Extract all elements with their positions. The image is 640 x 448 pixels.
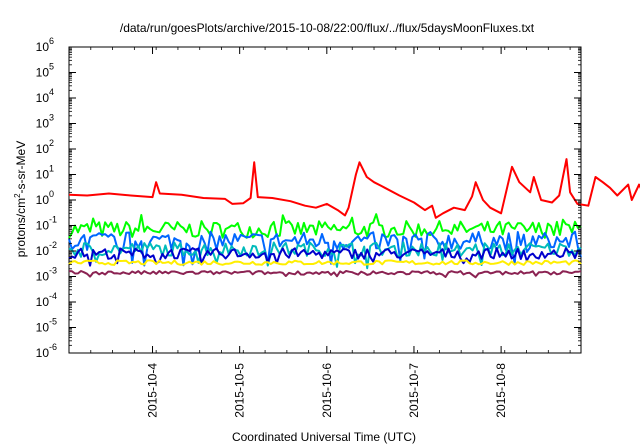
series-line-7 (68, 270, 582, 279)
y-tick-label: 10 (36, 244, 50, 258)
y-tick-exponent: -4 (49, 291, 57, 301)
y-tick-exponent: 2 (49, 138, 54, 148)
y-tick-label: 10 (36, 219, 50, 233)
series-line-6 (68, 259, 582, 266)
x-tick-label: 2015-10-5 (233, 363, 247, 418)
series-group (68, 158, 640, 279)
y-axis-title-sup: 2 (13, 193, 22, 198)
y-tick-label: 10 (36, 91, 50, 105)
y-tick-label: 10 (36, 40, 50, 54)
x-tick-label: 2015-10-8 (494, 363, 508, 418)
y-tick-label: 10 (36, 66, 50, 80)
series-line-4 (68, 241, 582, 270)
y-tick-exponent: 1 (49, 164, 54, 174)
series-line-2 (68, 213, 582, 239)
y-tick-label: 10 (36, 270, 50, 284)
x-tick-labels: 2015-10-4 2015-10-5 2015-10-6 2015-10-7 2015… (146, 363, 509, 418)
y-tick-exponent: 6 (49, 36, 54, 46)
chart-title: /data/run/goesPlots/archive/2015-10-08/2… (120, 21, 535, 35)
y-tick-label: 10 (36, 142, 50, 156)
y-tick-label: 10 (36, 193, 50, 207)
y-tick-label: 10 (36, 346, 50, 360)
y-tick-label: 10 (36, 117, 50, 131)
y-axis-title: protons/cm2-s-sr-MeV (13, 141, 28, 257)
y-tick-exponent: 4 (49, 87, 54, 97)
y-tick-label: 10 (36, 295, 50, 309)
series-line-3 (68, 230, 582, 267)
y-tick-label: 10 (36, 321, 50, 335)
y-tick-label: 10 (36, 168, 50, 182)
y-axis-title-post: -s-sr-MeV (14, 141, 28, 194)
y-tick-exponent: -6 (49, 342, 57, 352)
series-line-1 (68, 158, 640, 219)
y-tick-exponent: 3 (49, 113, 54, 123)
series-line-5 (68, 247, 582, 267)
x-tick-label: 2015-10-7 (407, 363, 421, 418)
plot-area (68, 46, 640, 354)
y-axis-title-pre: protons/cm (14, 198, 28, 257)
y-tick-exponent: -5 (49, 317, 57, 327)
y-tick-labels: 10 -610 -510 -410 -310 -210 -110 010 110 210 310 41… (36, 36, 57, 360)
x-tick-label: 2015-10-6 (320, 363, 334, 418)
y-tick-exponent: 0 (49, 189, 54, 199)
y-tick-exponent: -2 (49, 240, 57, 250)
y-tick-exponent: 5 (49, 62, 54, 72)
y-tick-exponent: -3 (49, 266, 57, 276)
x-tick-label: 2015-10-4 (146, 363, 160, 418)
y-tick-exponent: -1 (49, 215, 57, 225)
x-axis-title: Coordinated Universal Time (UTC) (232, 430, 416, 444)
ticks-group (68, 46, 581, 354)
